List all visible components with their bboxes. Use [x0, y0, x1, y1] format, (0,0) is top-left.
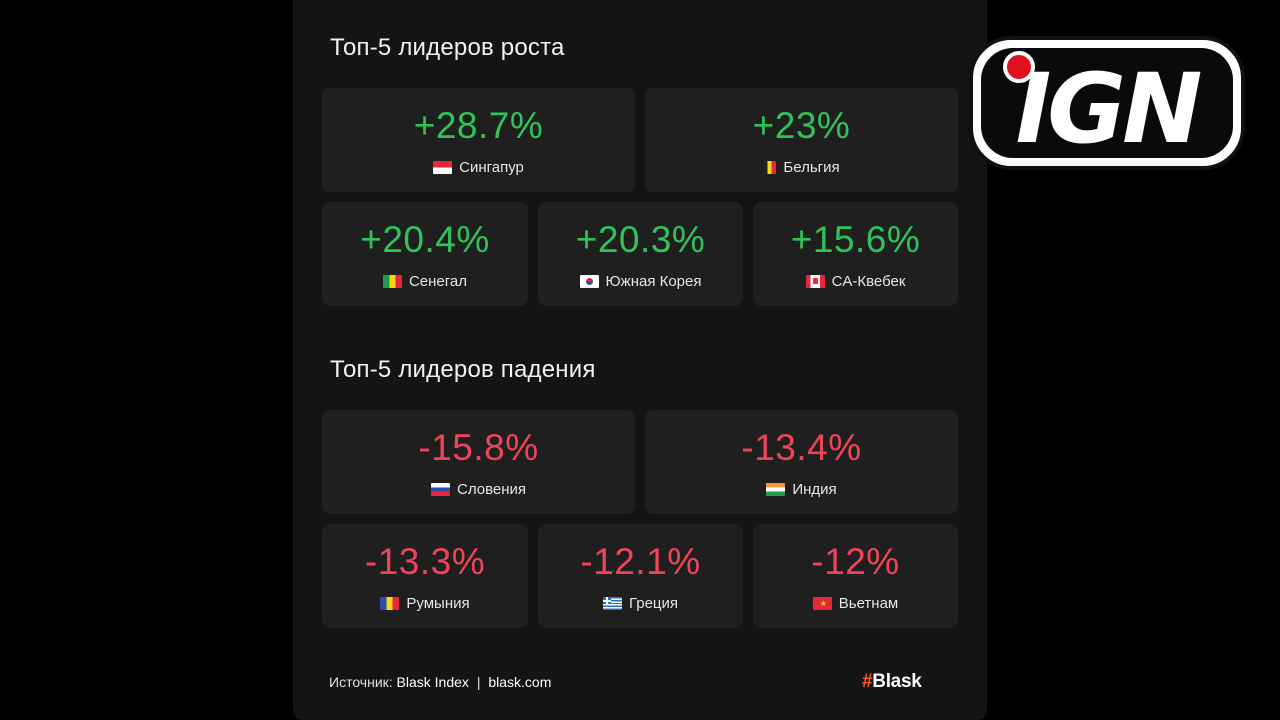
svg-text:IGN: IGN [1016, 53, 1202, 165]
growth-value: +20.4% [360, 219, 490, 260]
brand-hash: # [862, 671, 873, 692]
country-name: Вьетнам [838, 595, 899, 612]
country-name: CA-Квебек [831, 273, 906, 290]
country-label: Индия [766, 481, 837, 498]
country-name: Румыния [406, 595, 470, 612]
singapore-flag-icon [433, 161, 453, 174]
decline-card: -15.8% Словения [322, 410, 635, 514]
country-label: Южная Корея [579, 273, 702, 290]
india-flag-icon [766, 483, 786, 496]
romania-flag-icon [380, 597, 400, 610]
decline-card: -13.3% Румыния [322, 524, 528, 628]
decline-value: -13.4% [741, 427, 862, 468]
decline-value: -12.1% [580, 541, 701, 582]
growth-section-title: Топ-5 лидеров роста [330, 34, 565, 61]
country-label: Румыния [380, 595, 470, 612]
source-name: Blask Index [396, 674, 469, 690]
growth-card: +28.7% Сингапур [322, 88, 635, 192]
country-label: Словения [430, 481, 527, 498]
source-footer: Источник: Blask Index | blask.com [329, 674, 551, 690]
country-name: Южная Корея [605, 273, 702, 290]
country-name: Сенегал [408, 273, 468, 290]
decline-card: -12% ★ Вьетнам [753, 524, 958, 628]
country-label: Греция [602, 595, 679, 612]
source-site: blask.com [488, 674, 552, 690]
slovenia-flag-icon [430, 483, 450, 496]
growth-value: +15.6% [790, 219, 921, 260]
growth-value: +28.7% [413, 105, 544, 146]
separator: | [476, 674, 481, 690]
country-name: Сингапур [459, 159, 524, 176]
country-name: Словения [456, 481, 527, 498]
growth-card: +20.4% Сенегал [322, 202, 528, 306]
decline-card: -13.4% Индия [645, 410, 958, 514]
country-label: CA-Квебек [805, 273, 906, 290]
decline-card: -12.1% Греция [538, 524, 743, 628]
decline-section-title: Топ-5 лидеров падения [330, 356, 596, 383]
brand-name: Blask [872, 671, 922, 692]
country-label: Сингапур [433, 159, 524, 176]
belgium-flag-icon [763, 161, 777, 174]
decline-value: -12% [811, 541, 900, 582]
vietnam-flag-icon: ★ [812, 597, 832, 610]
canada-flag-icon [805, 275, 825, 288]
country-name: Греция [628, 595, 679, 612]
ign-logo: IGN [969, 36, 1245, 170]
senegal-flag-icon [382, 275, 402, 288]
growth-card: +15.6% CA-Квебек [753, 202, 958, 306]
country-name: Индия [792, 481, 837, 498]
blask-logo: #Blask [862, 671, 922, 693]
country-name: Бельгия [783, 159, 840, 176]
growth-card: +20.3% Южная Корея [538, 202, 743, 306]
growth-value: +20.3% [575, 219, 706, 260]
country-label: Сенегал [382, 273, 468, 290]
south-korea-flag-icon [579, 275, 599, 288]
decline-value: -13.3% [364, 541, 486, 582]
growth-value: +23% [752, 105, 851, 146]
country-label: Бельгия [763, 159, 840, 176]
growth-card: +23% Бельгия [645, 88, 958, 192]
country-label: ★ Вьетнам [812, 595, 899, 612]
source-label: Источник: [329, 674, 393, 690]
greece-flag-icon [602, 597, 622, 610]
decline-value: -15.8% [418, 427, 539, 468]
